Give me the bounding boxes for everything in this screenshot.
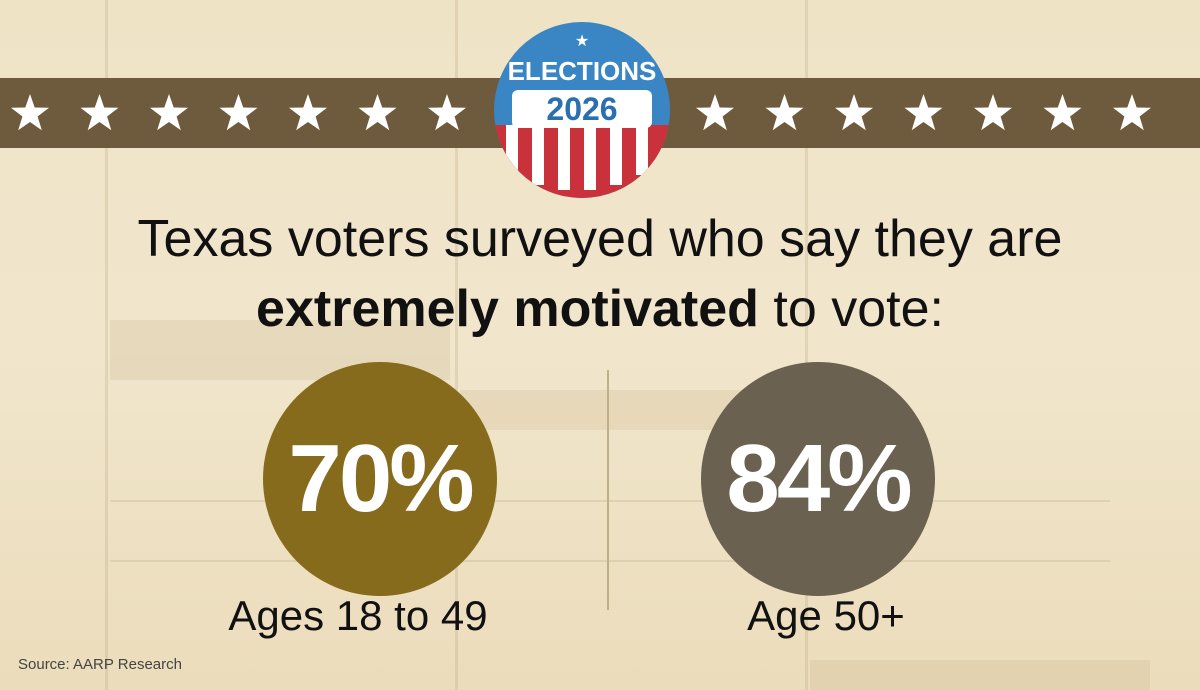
headline-text: to vote: (773, 280, 944, 338)
star (289, 94, 327, 131)
badge-star: ★ (575, 33, 589, 50)
star (1043, 94, 1082, 131)
headline-text: Texas voters surveyed who say they are (137, 210, 1063, 268)
stat-label: Ages 18 to 49 (228, 592, 488, 639)
stat-value: 84% (726, 425, 912, 532)
divider (607, 370, 609, 610)
star (428, 94, 466, 131)
background-line (110, 500, 1110, 502)
headline: Texas voters surveyed who say they are ex… (0, 204, 1200, 344)
badge-title: ELECTIONS (508, 56, 657, 86)
star (696, 94, 734, 131)
background-line (455, 0, 458, 690)
stars (11, 94, 1151, 131)
stat-value: 70% (288, 425, 474, 532)
stat-circle: 70% (263, 362, 497, 596)
star (219, 94, 258, 131)
star (765, 94, 804, 131)
stat-label: Age 50+ (747, 592, 905, 639)
star (80, 94, 119, 131)
background-line (105, 0, 108, 690)
star (904, 94, 943, 131)
star (835, 94, 873, 131)
election-badge: ★ ELECTIONS 2026 (494, 22, 670, 198)
star (358, 94, 397, 131)
source: Source: AARP Research (18, 656, 182, 673)
stat-circle: 84% (701, 362, 935, 596)
badge-year: 2026 (546, 91, 617, 127)
headline-emphasis: extremely motivated (256, 280, 759, 338)
background-line (110, 560, 1110, 562)
star (974, 94, 1012, 131)
star (11, 94, 49, 131)
star (150, 94, 188, 131)
star (1113, 94, 1151, 131)
background-box (810, 660, 1150, 690)
background-line (805, 0, 808, 690)
